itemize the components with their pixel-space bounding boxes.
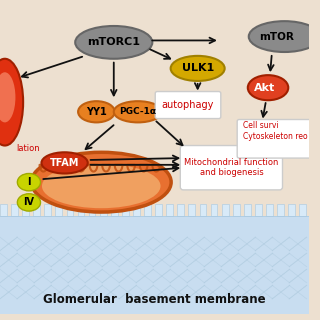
- Text: mTORC1: mTORC1: [87, 37, 140, 47]
- Bar: [122, 204, 129, 216]
- Bar: [144, 204, 151, 216]
- Ellipse shape: [42, 152, 88, 173]
- Text: Mitochondrial function
and biogenesis: Mitochondrial function and biogenesis: [184, 158, 279, 177]
- Text: autophagy: autophagy: [162, 100, 214, 110]
- Text: Akt: Akt: [253, 83, 275, 93]
- Ellipse shape: [0, 72, 15, 122]
- Bar: [89, 204, 95, 216]
- Bar: [78, 204, 84, 216]
- Bar: [222, 204, 228, 216]
- Text: lation: lation: [16, 144, 40, 153]
- Bar: [200, 204, 206, 216]
- Bar: [244, 204, 251, 216]
- Bar: [0, 216, 308, 314]
- Ellipse shape: [78, 101, 115, 122]
- Bar: [255, 204, 262, 216]
- Bar: [300, 204, 306, 216]
- Bar: [166, 204, 173, 216]
- Bar: [133, 204, 140, 216]
- Ellipse shape: [17, 173, 41, 191]
- Ellipse shape: [171, 56, 225, 81]
- Bar: [44, 204, 51, 216]
- Text: PGC-1α: PGC-1α: [119, 107, 156, 116]
- Bar: [266, 204, 273, 216]
- Ellipse shape: [75, 26, 152, 59]
- Ellipse shape: [31, 152, 171, 212]
- FancyBboxPatch shape: [237, 119, 318, 158]
- Bar: [55, 204, 62, 216]
- Ellipse shape: [249, 21, 320, 52]
- Ellipse shape: [17, 194, 41, 211]
- Text: TFAM: TFAM: [50, 158, 79, 168]
- Text: Cell survi
Cytoskeleton reo: Cell survi Cytoskeleton reo: [243, 121, 308, 141]
- Ellipse shape: [0, 59, 23, 146]
- Bar: [111, 204, 118, 216]
- Bar: [11, 204, 18, 216]
- Text: Glomerular  basement membrane: Glomerular basement membrane: [43, 293, 266, 306]
- Bar: [100, 204, 107, 216]
- Text: IV: IV: [23, 197, 35, 207]
- Ellipse shape: [114, 101, 162, 122]
- Bar: [233, 204, 240, 216]
- Text: ULK1: ULK1: [181, 63, 214, 73]
- Text: mTOR: mTOR: [259, 32, 294, 42]
- FancyBboxPatch shape: [180, 146, 283, 190]
- Bar: [155, 204, 162, 216]
- FancyBboxPatch shape: [155, 92, 221, 118]
- Bar: [67, 204, 73, 216]
- Ellipse shape: [42, 164, 161, 208]
- Bar: [288, 204, 295, 216]
- Bar: [211, 204, 217, 216]
- Bar: [0, 204, 7, 216]
- Bar: [22, 204, 29, 216]
- Text: YY1: YY1: [86, 107, 107, 117]
- Bar: [177, 204, 184, 216]
- Text: I: I: [27, 177, 31, 187]
- Bar: [277, 204, 284, 216]
- Bar: [33, 204, 40, 216]
- Bar: [188, 204, 195, 216]
- Ellipse shape: [248, 75, 288, 100]
